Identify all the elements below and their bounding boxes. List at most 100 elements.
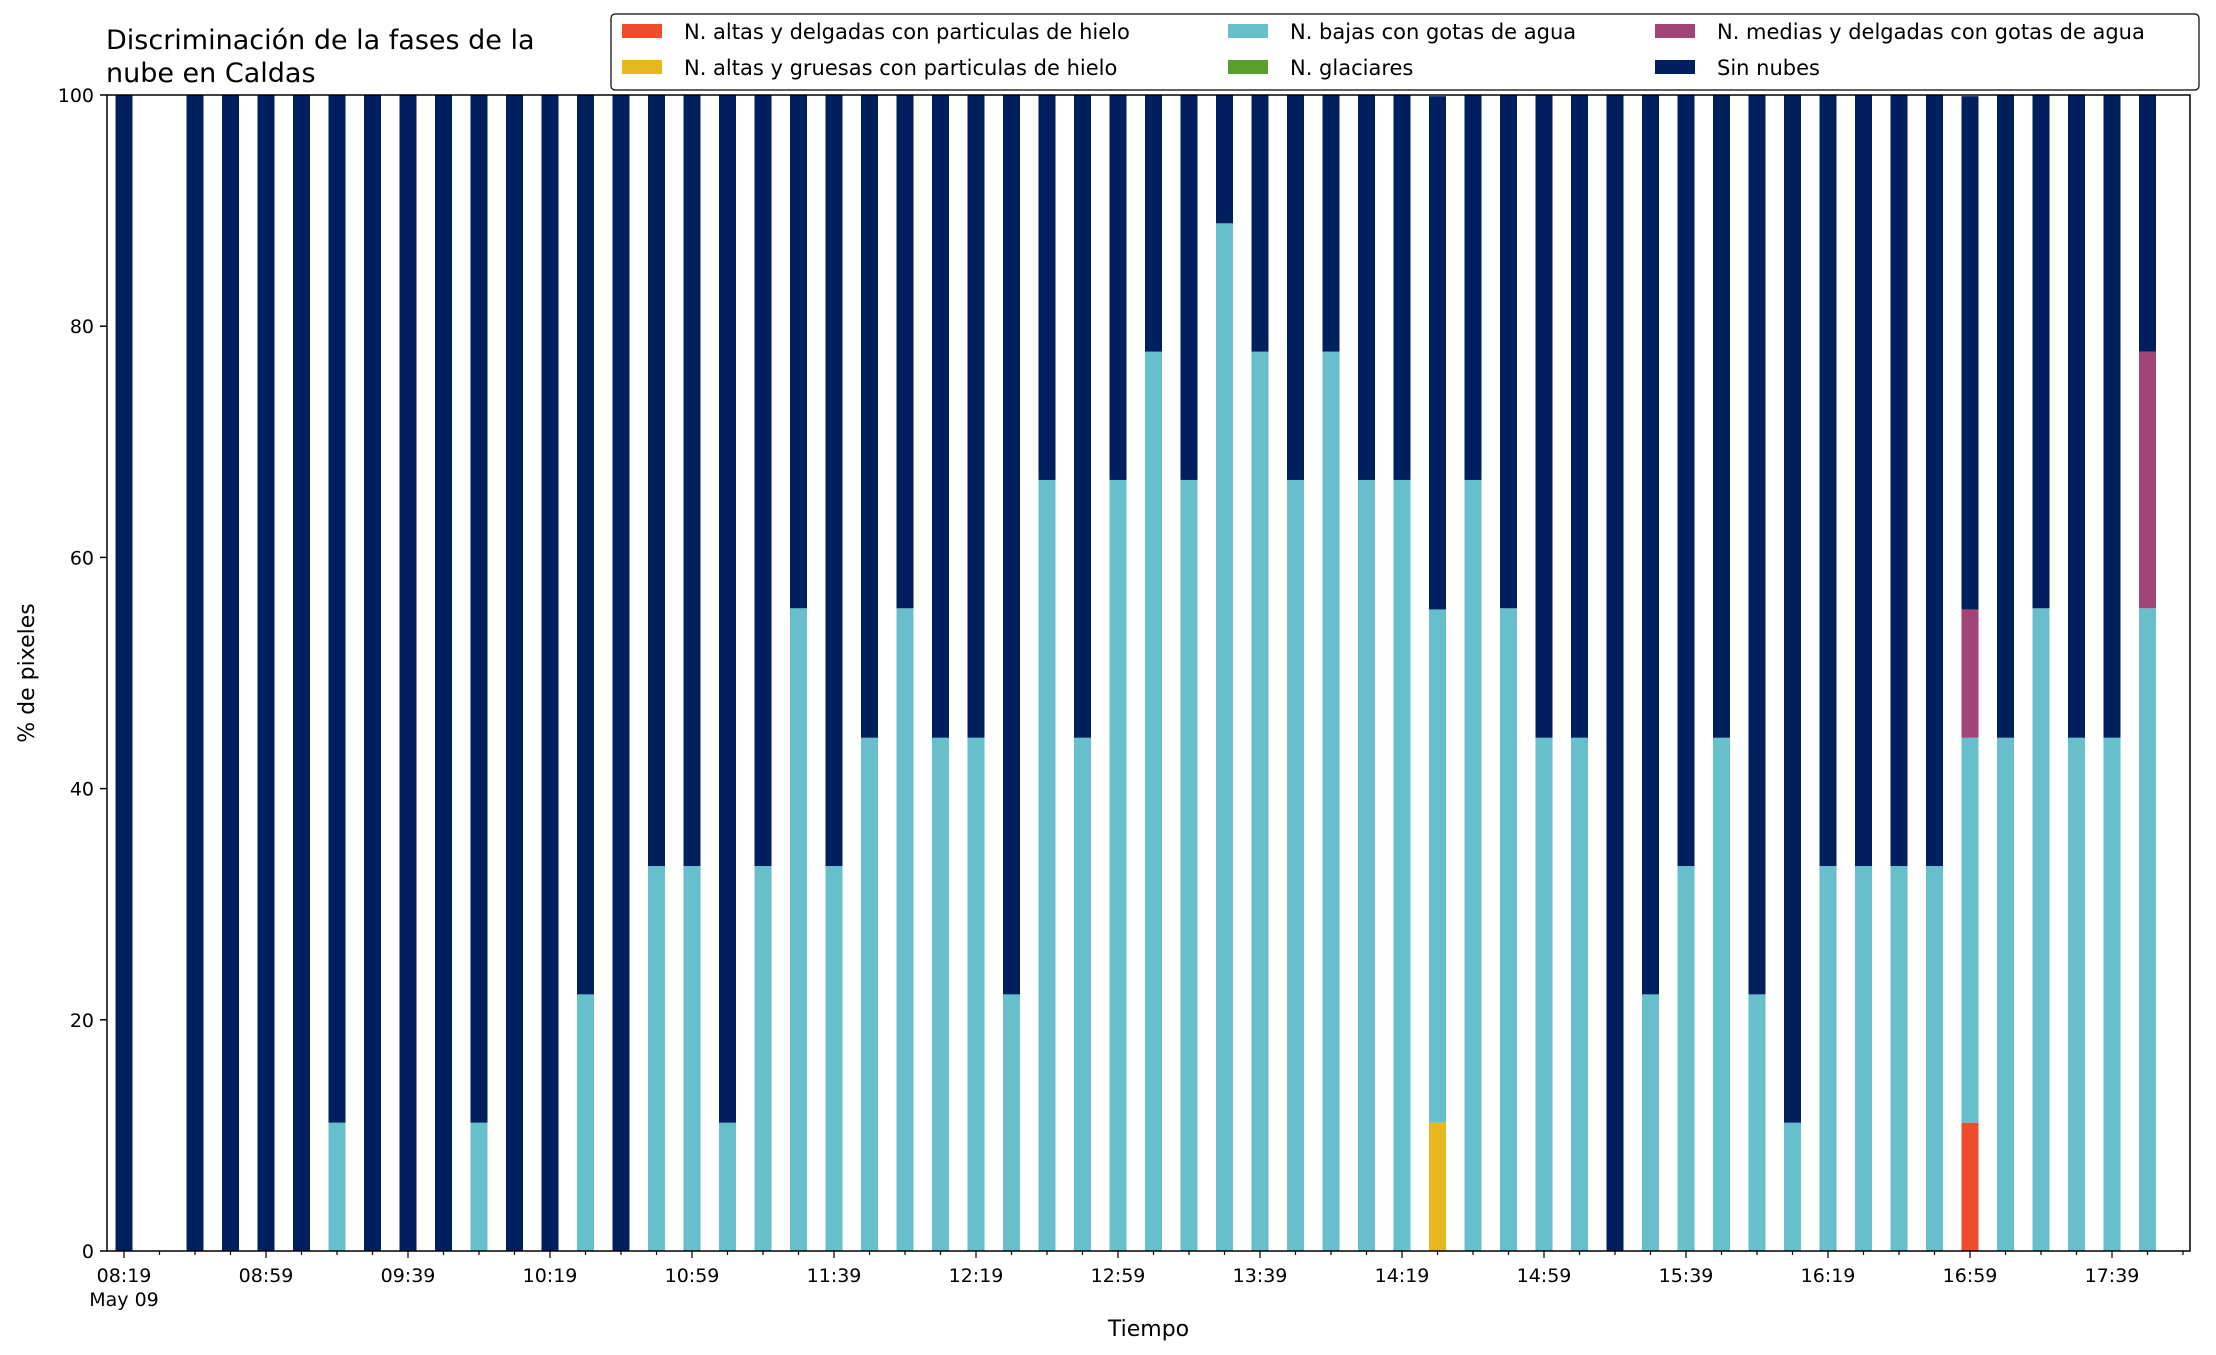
bar-segment — [1145, 95, 1162, 352]
bar-segment — [648, 866, 665, 1251]
bar-segment — [861, 95, 878, 738]
bar-segment — [1287, 95, 1304, 480]
y-tick-label: 20 — [70, 1010, 94, 1032]
bar-segment — [1571, 95, 1588, 738]
bar-segment — [1819, 866, 1837, 1251]
bar-segment — [1855, 95, 1872, 867]
bar-segment — [1038, 479, 1056, 1251]
bar-segment — [1251, 351, 1269, 1252]
legend-label: N. altas y gruesas con particulas de hie… — [684, 56, 1117, 80]
bar-segment — [967, 95, 985, 738]
bar-segment — [470, 1122, 488, 1251]
bar-segment — [1109, 95, 1127, 480]
bar-segment — [1003, 95, 1020, 995]
bar-segment — [1961, 609, 1979, 738]
x-tick-label: 16:59 — [1943, 1265, 1998, 1287]
chart-title-line: nube en Caldas — [106, 58, 316, 89]
bar-segment — [1074, 737, 1091, 1251]
bar-segment — [1393, 95, 1411, 480]
legend-item: N. altas y gruesas con particulas de hie… — [622, 56, 1117, 80]
bar-segment — [577, 994, 594, 1251]
bar-segment — [364, 95, 381, 1251]
bar-segment — [1180, 95, 1198, 480]
bar-segment — [1393, 479, 1411, 1251]
bar-segment — [1961, 737, 1979, 1123]
bar-series-area — [115, 95, 2156, 1252]
x-tick-label: 14:59 — [1517, 1265, 1572, 1287]
bar-segment — [896, 95, 914, 609]
legend-item: N. medias y delgadas con gotas de agua — [1655, 20, 2145, 44]
plot-frame — [106, 94, 2191, 1252]
bar-segment — [2139, 608, 2156, 1251]
bar-segment — [1180, 479, 1198, 1251]
bar-segment — [2139, 351, 2156, 609]
bar-segment — [861, 737, 878, 1251]
bar-segment — [1287, 479, 1304, 1251]
bar-segment — [1003, 994, 1020, 1251]
bar-segment — [1358, 95, 1375, 480]
y-tick-label: 40 — [70, 779, 94, 801]
bar-segment — [328, 95, 346, 1123]
bar-segment — [2032, 95, 2050, 609]
bar-segment — [1535, 95, 1553, 738]
bar-segment — [2103, 737, 2121, 1251]
chart-title: Discriminación de la fases de la nube en … — [106, 25, 535, 89]
x-tick-label: 15:39 — [1659, 1265, 1714, 1287]
y-axis: 0 20 40 60 80 100 — [58, 85, 107, 1263]
legend-box — [610, 13, 2200, 91]
bar-segment — [790, 95, 807, 609]
x-tick-label: 14:19 — [1375, 1265, 1430, 1287]
bar-segment — [541, 95, 559, 1251]
bar-segment — [506, 95, 523, 1251]
y-tick-label: 0 — [82, 1241, 94, 1263]
bar-segment — [186, 95, 204, 1251]
bar-segment — [1429, 1122, 1446, 1251]
bar-segment — [1961, 96, 1979, 610]
bar-segment — [1784, 1122, 1801, 1251]
bar-segment — [1677, 95, 1695, 867]
x-axis-label: Tiempo — [1107, 1317, 1189, 1342]
bar-segment — [1890, 95, 1908, 867]
bar-segment — [1997, 737, 2014, 1251]
bar-segment — [1109, 479, 1127, 1251]
legend-label: N. glaciares — [1290, 56, 1413, 80]
bar-segment — [790, 608, 807, 1251]
bar-segment — [1322, 351, 1340, 1252]
x-tick-label: 12:19 — [949, 1265, 1004, 1287]
bar-segment — [1038, 95, 1056, 480]
bar-segment — [1642, 95, 1659, 995]
x-tick-label: 08:59 — [239, 1265, 294, 1287]
bar-segment — [115, 95, 133, 1251]
bar-segment — [683, 95, 701, 867]
x-tick-label: 10:59 — [665, 1265, 720, 1287]
x-tick-date-label: May 09 — [89, 1289, 159, 1311]
bar-segment — [1997, 95, 2014, 738]
bar-segment — [2068, 737, 2085, 1251]
bar-segment — [1145, 351, 1162, 1252]
bar-segment — [1926, 95, 1943, 867]
bar-segment — [1358, 479, 1375, 1251]
bar-segment — [932, 95, 949, 738]
legend-swatch — [1655, 60, 1695, 74]
legend-label: Sin nubes — [1717, 56, 1820, 80]
bar-segment — [719, 1122, 736, 1251]
bar-segment — [612, 95, 630, 1251]
bar-segment — [2103, 95, 2121, 738]
bar-segment — [2139, 95, 2156, 352]
bar-segment — [222, 95, 239, 1251]
bar-segment — [577, 95, 594, 995]
bar-segment — [1500, 95, 1517, 609]
bar-segment — [1535, 737, 1553, 1251]
legend: N. altas y delgadas con particulas de hi… — [610, 13, 2200, 91]
legend-item: N. bajas con gotas de agua — [1228, 20, 1576, 44]
legend-label: N. altas y delgadas con particulas de hi… — [684, 20, 1130, 44]
bar-segment — [328, 1122, 346, 1251]
bar-segment — [1961, 1122, 1979, 1251]
legend-swatch — [1228, 24, 1268, 38]
bar-segment — [1322, 95, 1340, 352]
bar-segment — [257, 95, 275, 1251]
bar-segment — [825, 866, 843, 1251]
bar-segment — [1429, 609, 1446, 1123]
legend-swatch — [1655, 24, 1695, 38]
